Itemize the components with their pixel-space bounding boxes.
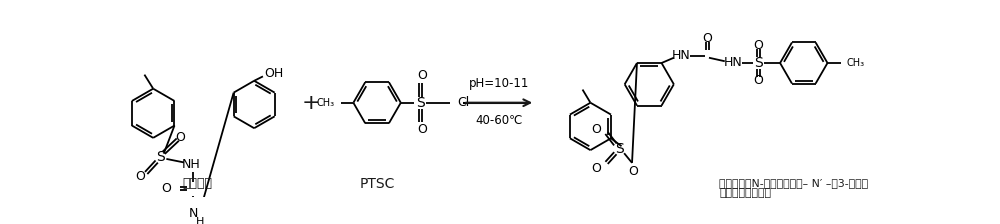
Text: HN: HN bbox=[671, 50, 690, 62]
Text: S: S bbox=[615, 142, 624, 156]
Text: CH₃: CH₃ bbox=[847, 58, 865, 68]
Text: O: O bbox=[702, 32, 712, 45]
Text: S: S bbox=[754, 56, 763, 70]
Text: O: O bbox=[417, 123, 427, 136]
Text: 磺酰氧基苯基）脲: 磺酰氧基苯基）脲 bbox=[719, 188, 771, 198]
Text: 40-60℃: 40-60℃ bbox=[475, 114, 523, 127]
Text: OH: OH bbox=[264, 67, 283, 80]
Text: N: N bbox=[189, 207, 198, 220]
Text: O: O bbox=[753, 74, 763, 87]
Text: HN: HN bbox=[724, 56, 743, 69]
Text: O: O bbox=[175, 131, 185, 144]
Text: 中间产物: 中间产物 bbox=[182, 177, 212, 190]
Text: pH=10-11: pH=10-11 bbox=[469, 77, 529, 90]
Text: O: O bbox=[161, 182, 171, 195]
Text: NH: NH bbox=[182, 158, 200, 171]
Text: S: S bbox=[416, 96, 424, 110]
Text: 目标产物：N-对甲基苯磺酰– N′ –（3-对甲苯: 目标产物：N-对甲基苯磺酰– N′ –（3-对甲苯 bbox=[719, 179, 869, 189]
Text: O: O bbox=[591, 123, 601, 136]
Text: Cl: Cl bbox=[457, 96, 469, 109]
Text: O: O bbox=[591, 162, 601, 175]
Text: O: O bbox=[753, 39, 763, 52]
Text: CH₃: CH₃ bbox=[317, 98, 335, 108]
Text: O: O bbox=[417, 69, 427, 82]
Text: H: H bbox=[196, 217, 204, 224]
Text: +: + bbox=[302, 93, 321, 113]
Text: O: O bbox=[135, 170, 145, 183]
Text: PTSC: PTSC bbox=[359, 177, 395, 190]
Text: O: O bbox=[628, 165, 638, 178]
Text: S: S bbox=[156, 150, 165, 164]
